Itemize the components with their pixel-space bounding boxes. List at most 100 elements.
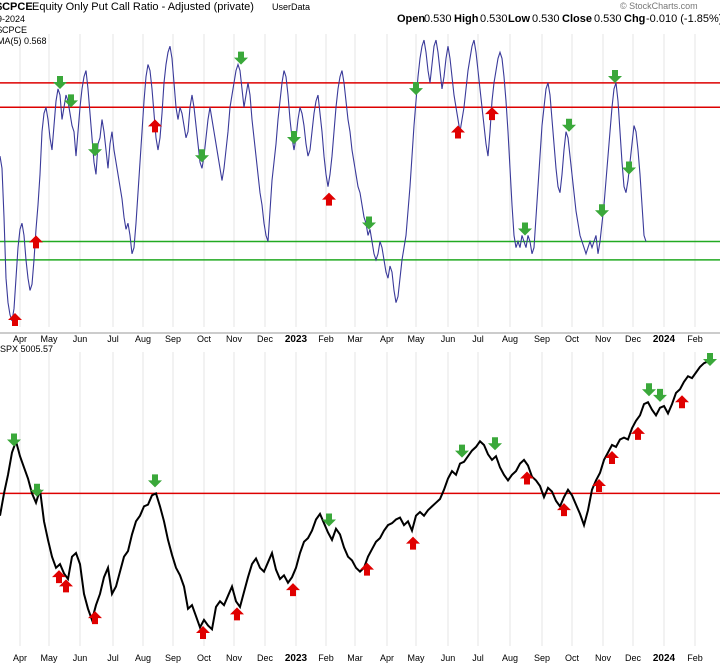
top-marker-down-11 [88, 143, 102, 157]
bot-tick-label-7: Nov [226, 653, 243, 663]
low-label: Low [508, 13, 530, 25]
spx-markers [7, 353, 717, 639]
symbol-label: $CPCE [0, 1, 33, 13]
chg-label: Chg [624, 13, 645, 25]
bot-marker-up-14 [286, 583, 300, 597]
top-marker-up-5 [485, 107, 499, 121]
data-source: UserData [272, 2, 310, 12]
bot-tick-label-20: Dec [625, 653, 642, 663]
cpce-ma-legend: MA(5) 0.568 [0, 36, 47, 46]
top-tick-label-19: Nov [595, 334, 612, 344]
bot-marker-down-6 [642, 383, 656, 397]
top-marker-up-0 [8, 313, 22, 326]
top-tick-label-17: Sep [534, 334, 550, 344]
top-marker-down-16 [409, 82, 423, 96]
top-marker-down-17 [518, 222, 532, 236]
top-tick-label-9: 2023 [285, 334, 308, 345]
cpce-panel-bg [0, 0, 720, 333]
bot-tick-label-3: Jul [107, 653, 119, 663]
bot-marker-down-2 [148, 474, 162, 488]
bot-tick-label-21: 2024 [653, 653, 676, 664]
top-tick-label-6: Oct [197, 334, 212, 344]
top-tick-label-4: Aug [135, 334, 151, 344]
top-tick-label-20: Dec [625, 334, 642, 344]
top-tick-label-2: Jun [73, 334, 88, 344]
bot-tick-label-0: Apr [13, 653, 27, 663]
bot-tick-label-13: May [407, 653, 425, 663]
cpce-markers [8, 51, 636, 326]
top-tick-label-0: Apr [13, 334, 27, 344]
cpce-name-label: $CPCE [0, 25, 27, 35]
bot-marker-up-21 [631, 426, 645, 440]
top-marker-up-4 [451, 125, 465, 139]
top-marker-down-20 [608, 69, 622, 83]
top-tick-label-11: Mar [347, 334, 363, 344]
date-range: 9-2024 [0, 14, 25, 24]
top-marker-down-14 [287, 130, 301, 144]
spx-name-label: $SPX 5005.57 [0, 344, 53, 354]
high-label: High [454, 13, 479, 25]
bot-tick-label-6: Oct [197, 653, 212, 663]
top-tick-label-15: Jul [472, 334, 484, 344]
bot-marker-up-16 [406, 536, 420, 550]
chart-title: Equity Only Put Call Ratio - Adjusted (p… [32, 1, 254, 13]
top-marker-up-1 [29, 235, 43, 249]
bot-marker-up-19 [592, 478, 606, 492]
top-marker-down-13 [234, 51, 248, 65]
bot-marker-down-4 [455, 444, 469, 458]
top-tick-label-18: Oct [565, 334, 580, 344]
bot-tick-label-2: Jun [73, 653, 88, 663]
bot-tick-label-9: 2023 [285, 653, 308, 664]
top-tick-label-7: Nov [226, 334, 243, 344]
close-value: 0.530 [594, 13, 622, 25]
bot-marker-down-7 [653, 388, 667, 402]
cpce-series-line [0, 39, 647, 322]
bot-marker-up-10 [59, 579, 73, 593]
top-tick-label-3: Jul [107, 334, 119, 344]
bot-marker-up-9 [52, 570, 66, 584]
bot-tick-label-1: May [40, 653, 58, 663]
bot-tick-label-19: Nov [595, 653, 612, 663]
spx-panel: Apr May Jun Jul Aug Sep Oct Nov Dec 2023 Feb Mar Apr… [0, 352, 720, 664]
cpce-panel: Apr May Jun Jul Aug Sep Oct Nov Dec 2023 Feb Mar Apr… [0, 0, 720, 345]
bot-marker-up-20 [605, 451, 619, 465]
bot-tick-label-4: Aug [135, 653, 151, 663]
spx-x-ticks: Apr May Jun Jul Aug Sep Oct Nov Dec 2023 Feb Mar Apr… [13, 653, 703, 664]
top-tick-label-16: Aug [502, 334, 518, 344]
high-value: 0.530 [480, 13, 508, 25]
top-marker-down-21 [622, 161, 636, 175]
top-marker-down-19 [595, 204, 609, 218]
spx-grid [19, 352, 696, 646]
top-marker-down-18 [562, 118, 576, 132]
top-marker-up-2 [148, 119, 162, 133]
bot-marker-down-1 [30, 483, 44, 497]
chg-value: -0.010 (-1.85%) [646, 13, 720, 25]
bot-marker-up-11 [88, 611, 102, 625]
bot-marker-up-15 [360, 562, 374, 576]
top-tick-label-13: May [407, 334, 425, 344]
bot-tick-label-11: Mar [347, 653, 363, 663]
bot-tick-label-8: Dec [257, 653, 274, 663]
bot-marker-down-3 [322, 513, 336, 527]
top-tick-label-14: Jun [441, 334, 456, 344]
top-marker-down-15 [362, 216, 376, 230]
header-bar [0, 0, 720, 12]
bot-tick-label-12: Apr [380, 653, 394, 663]
watermark: © StockCharts.com [620, 1, 698, 11]
top-tick-label-8: Dec [257, 334, 274, 344]
spx-series-line [0, 360, 713, 632]
top-tick-label-1: May [40, 334, 58, 344]
bot-tick-label-22: Feb [687, 653, 703, 663]
bot-marker-up-22 [675, 395, 689, 409]
top-tick-label-21: 2024 [653, 334, 676, 345]
bot-marker-up-13 [230, 607, 244, 621]
top-marker-down-9 [53, 76, 67, 90]
bot-marker-up-12 [196, 625, 210, 639]
bot-tick-label-10: Feb [318, 653, 334, 663]
top-tick-label-5: Sep [165, 334, 181, 344]
bot-tick-label-14: Jun [441, 653, 456, 663]
bot-tick-label-5: Sep [165, 653, 181, 663]
cpce-x-ticks: Apr May Jun Jul Aug Sep Oct Nov Dec 2023 Feb Mar Apr… [13, 334, 703, 345]
bot-tick-label-18: Oct [565, 653, 580, 663]
